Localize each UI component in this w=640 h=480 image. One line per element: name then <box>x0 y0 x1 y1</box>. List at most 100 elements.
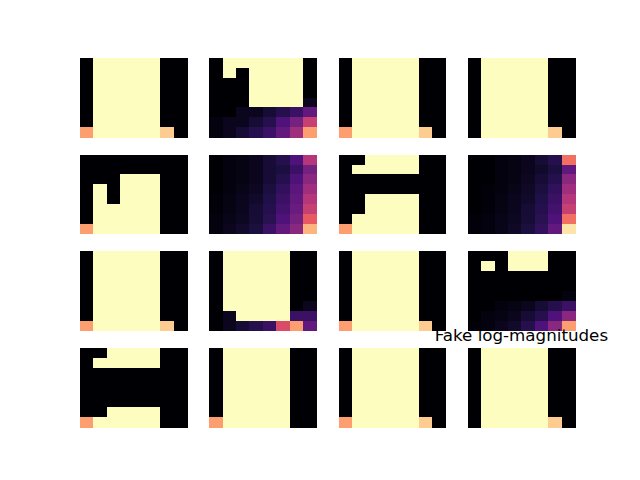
heatmap-cell <box>481 68 495 78</box>
heatmap-cell <box>120 78 134 88</box>
heatmap-cell <box>276 98 290 108</box>
heatmap-cell <box>379 301 393 311</box>
heatmap-cell <box>93 261 107 271</box>
heatmap-cell <box>535 224 549 234</box>
heatmap-cell <box>352 204 366 214</box>
heatmap-cell <box>548 174 562 184</box>
heatmap-cell <box>339 358 353 368</box>
heatmap-cell <box>276 301 290 311</box>
heatmap-cell <box>120 224 134 234</box>
heatmap-cell <box>174 107 188 117</box>
heatmap-cell <box>93 321 107 331</box>
heatmap-cell <box>107 98 121 108</box>
heatmap-cell <box>209 417 223 427</box>
heatmap-cell <box>419 165 433 175</box>
heatmap-cell <box>303 378 317 388</box>
heatmap-cell <box>521 174 535 184</box>
heatmap-cell <box>209 117 223 127</box>
heatmap-cell <box>174 204 188 214</box>
heatmap-cell <box>508 251 522 261</box>
heatmap-cell <box>290 174 304 184</box>
heatmap-cell <box>290 291 304 301</box>
heatmap-cell <box>339 58 353 68</box>
heatmap-cell <box>249 251 263 261</box>
heatmap-cell <box>495 378 509 388</box>
heatmap-cell <box>339 271 353 281</box>
heatmap-cell <box>290 214 304 224</box>
heatmap-cell <box>352 98 366 108</box>
heatmap-cell <box>134 165 148 175</box>
heatmap-cell <box>432 397 446 407</box>
heatmap-cell <box>535 194 549 204</box>
heatmap-cell <box>134 368 148 378</box>
heatmap-cell <box>134 174 148 184</box>
heatmap-cell <box>432 88 446 98</box>
heatmap-cell <box>147 407 161 417</box>
heatmap-cell <box>147 117 161 127</box>
heatmap-cell <box>263 107 277 117</box>
heatmap-cell <box>160 417 174 427</box>
heatmap-cell <box>263 301 277 311</box>
heatmap-cell <box>495 271 509 281</box>
heatmap-cell <box>535 271 549 281</box>
heatmap-cell <box>263 58 277 68</box>
heatmap-cell <box>495 251 509 261</box>
heatmap-cell <box>508 88 522 98</box>
heatmap-cell <box>290 271 304 281</box>
heatmap-cell <box>548 165 562 175</box>
heatmap-cell <box>223 78 237 88</box>
heatmap-cell <box>236 378 250 388</box>
heatmap-cell <box>263 271 277 281</box>
heatmap-cell <box>339 174 353 184</box>
heatmap-cell <box>93 204 107 214</box>
heatmap-cell <box>548 261 562 271</box>
heatmap-cell <box>209 194 223 204</box>
heatmap-cell <box>80 204 94 214</box>
heatmap-cell <box>521 291 535 301</box>
heatmap-cell <box>147 388 161 398</box>
heatmap-cell <box>535 58 549 68</box>
heatmap-panel <box>209 348 317 428</box>
heatmap-cell <box>508 194 522 204</box>
heatmap-cell <box>468 204 482 214</box>
heatmap-cell <box>134 117 148 127</box>
heatmap-cell <box>107 291 121 301</box>
heatmap-cell <box>160 184 174 194</box>
heatmap-cell <box>352 184 366 194</box>
heatmap-cell <box>236 358 250 368</box>
heatmap-cell <box>120 214 134 224</box>
heatmap-cell <box>107 311 121 321</box>
heatmap-cell <box>249 58 263 68</box>
heatmap-cell <box>147 68 161 78</box>
heatmap-cell <box>107 281 121 291</box>
heatmap-cell <box>562 194 576 204</box>
heatmap-cell <box>535 165 549 175</box>
heatmap-cell <box>548 117 562 127</box>
heatmap-cell <box>134 251 148 261</box>
heatmap-cell <box>339 204 353 214</box>
heatmap-cell <box>521 98 535 108</box>
heatmap-cell <box>223 127 237 137</box>
heatmap-cell <box>160 368 174 378</box>
heatmap-cell <box>249 214 263 224</box>
heatmap-cell <box>392 251 406 261</box>
heatmap-cell <box>405 78 419 88</box>
heatmap-cell <box>339 184 353 194</box>
heatmap-cell <box>468 98 482 108</box>
heatmap-cell <box>495 407 509 417</box>
heatmap-cell <box>223 184 237 194</box>
heatmap-cell <box>80 301 94 311</box>
heatmap-cell <box>495 107 509 117</box>
heatmap-cell <box>468 107 482 117</box>
heatmap-cell <box>365 155 379 165</box>
heatmap-cell <box>535 417 549 427</box>
heatmap-cell <box>481 58 495 68</box>
heatmap-cell <box>432 98 446 108</box>
heatmap-cell <box>160 378 174 388</box>
heatmap-cell <box>365 224 379 234</box>
heatmap-cell <box>249 348 263 358</box>
heatmap-cell <box>508 281 522 291</box>
heatmap-cell <box>120 155 134 165</box>
heatmap-cell <box>508 301 522 311</box>
heatmap-cell <box>107 271 121 281</box>
